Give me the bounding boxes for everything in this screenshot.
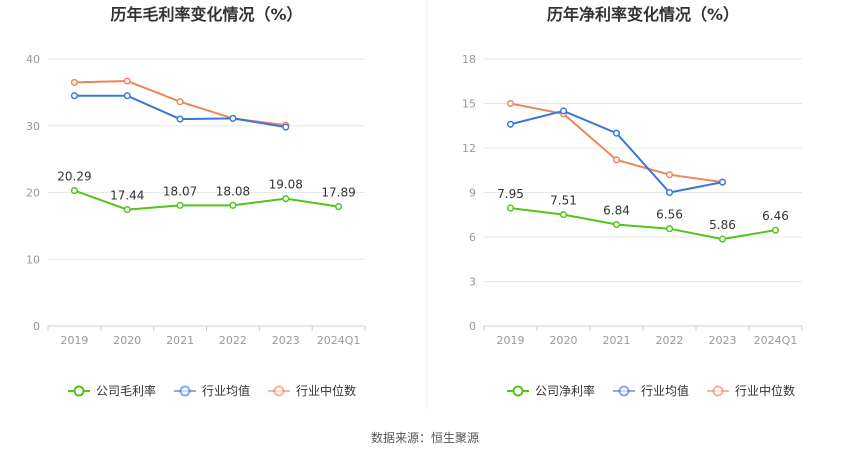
data-label: 19.08: [269, 178, 303, 192]
data-point: [665, 188, 674, 197]
data-point: [70, 78, 78, 86]
data-point: [282, 195, 290, 203]
data-label: 6.46: [762, 209, 789, 223]
y-tick-label: 18: [462, 53, 476, 66]
y-tick-label: 30: [26, 120, 40, 133]
x-tick-label: 2021: [603, 334, 631, 347]
data-label: 18.08: [216, 184, 250, 198]
data-label: 5.86: [709, 218, 736, 232]
x-tick-label: 2022: [219, 334, 247, 347]
legend-label: 公司毛利率: [96, 383, 156, 398]
y-tick-label: 12: [462, 142, 476, 155]
x-tick-label: 2020: [550, 334, 578, 347]
series-line-1: [510, 109, 723, 194]
y-tick-label: 6: [469, 231, 476, 244]
chart-title: 历年毛利率变化情况（%）: [110, 5, 302, 24]
data-point: [123, 92, 131, 100]
legend-marker: [512, 385, 524, 397]
legend-marker: [273, 385, 285, 397]
data-point: [506, 204, 515, 212]
data-point: [70, 187, 78, 195]
y-tick-label: 20: [26, 187, 40, 200]
data-point: [282, 123, 290, 131]
legend-item-0[interactable]: 公司毛利率: [68, 383, 156, 398]
x-tick-label: 2021: [166, 334, 194, 347]
data-label: 17.89: [321, 186, 355, 200]
legend-item-1[interactable]: 行业均值: [174, 383, 250, 398]
legend-marker: [712, 385, 724, 397]
data-point: [718, 178, 727, 186]
x-tick-label: 2022: [656, 334, 684, 347]
x-tick-label: 2019: [497, 334, 525, 347]
chart-title: 历年净利率变化情况（%）: [547, 5, 739, 24]
data-point: [506, 120, 515, 128]
x-tick-label: 2019: [60, 334, 88, 347]
data-point: [665, 171, 674, 179]
data-label: 18.07: [163, 184, 197, 198]
data-point: [176, 201, 184, 209]
data-point: [612, 220, 621, 229]
legend-marker: [179, 385, 191, 397]
source-text: 数据来源：恒生聚源: [371, 430, 479, 445]
gross-margin-chart: 历年毛利率变化情况（%） 0 10 20 30 40 2019 2020 2021 2022 202…: [26, 5, 366, 398]
data-point: [229, 201, 237, 209]
y-tick-label: 10: [26, 253, 40, 266]
legend-label: 行业中位数: [735, 383, 795, 398]
data-label: 7.95: [497, 187, 524, 201]
x-tick-label: 2023: [709, 334, 737, 347]
legend-label: 行业均值: [641, 383, 689, 398]
data-point: [176, 98, 184, 106]
net-margin-chart: 历年净利率变化情况（%） 0 3 6 9 12 15 18 2019 2020 2021 2022 20…: [462, 5, 803, 398]
y-tick-label: 0: [33, 320, 40, 333]
data-point: [612, 156, 621, 164]
y-tick-label: 40: [26, 53, 40, 66]
data-point: [506, 99, 515, 108]
data-label: 6.84: [603, 204, 630, 218]
data-label: 7.51: [550, 194, 577, 208]
data-point: [612, 129, 621, 137]
series-line-0: [74, 189, 339, 211]
legend-marker: [73, 385, 85, 397]
data-point: [771, 226, 780, 234]
legend-item-2[interactable]: 行业中位数: [707, 383, 795, 398]
y-tick-label: 15: [462, 98, 476, 111]
data-point: [123, 77, 131, 85]
data-point: [559, 211, 568, 219]
x-tick-label: 2024Q1: [317, 334, 361, 347]
y-tick-label: 3: [469, 276, 476, 289]
data-point: [335, 203, 343, 211]
y-tick-label: 9: [469, 187, 476, 200]
legend-marker: [618, 385, 630, 397]
data-point: [70, 92, 78, 100]
legend-label: 行业均值: [202, 383, 250, 398]
data-point: [229, 114, 237, 122]
legend-label: 公司净利率: [535, 383, 595, 398]
data-point: [718, 235, 727, 243]
data-point: [559, 107, 568, 115]
y-tick-label: 0: [469, 320, 476, 333]
x-tick-label: 2023: [272, 334, 300, 347]
legend-label: 行业中位数: [296, 383, 356, 398]
legend-item-1[interactable]: 行业均值: [613, 383, 689, 398]
data-point: [665, 225, 674, 233]
series-line-0: [510, 207, 776, 241]
x-tick-label: 2024Q1: [754, 334, 798, 347]
data-point: [123, 206, 131, 214]
data-label: 20.29: [57, 170, 91, 184]
data-point: [176, 115, 184, 123]
legend-item-0[interactable]: 公司净利率: [507, 383, 595, 398]
data-label: 17.44: [110, 189, 144, 203]
data-label: 6.56: [656, 208, 683, 222]
x-tick-label: 2020: [113, 334, 141, 347]
legend-item-2[interactable]: 行业中位数: [268, 383, 356, 398]
